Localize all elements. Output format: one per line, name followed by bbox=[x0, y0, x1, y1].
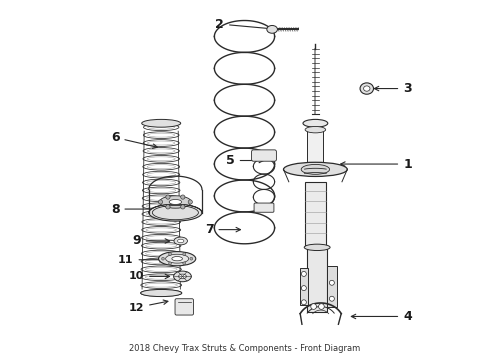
Ellipse shape bbox=[178, 274, 186, 279]
Bar bbox=[307, 130, 323, 169]
Circle shape bbox=[158, 200, 163, 204]
Ellipse shape bbox=[141, 289, 182, 297]
Ellipse shape bbox=[359, 83, 373, 94]
Ellipse shape bbox=[173, 271, 191, 282]
Ellipse shape bbox=[165, 254, 188, 263]
Ellipse shape bbox=[177, 239, 183, 243]
Bar bbox=[305, 182, 325, 247]
Circle shape bbox=[318, 304, 324, 309]
Text: 2018 Chevy Trax Struts & Components - Front Diagram: 2018 Chevy Trax Struts & Components - Fr… bbox=[129, 344, 359, 353]
FancyBboxPatch shape bbox=[251, 150, 276, 161]
Circle shape bbox=[161, 257, 164, 260]
Circle shape bbox=[301, 271, 305, 276]
Bar bbox=[326, 266, 336, 306]
Circle shape bbox=[189, 257, 192, 260]
Circle shape bbox=[301, 285, 305, 291]
Circle shape bbox=[188, 200, 192, 204]
Text: 10: 10 bbox=[128, 271, 169, 282]
Text: 7: 7 bbox=[204, 223, 240, 236]
Bar bbox=[299, 267, 307, 305]
Ellipse shape bbox=[158, 252, 195, 266]
Circle shape bbox=[168, 253, 171, 256]
Text: 3: 3 bbox=[374, 82, 411, 95]
Bar bbox=[307, 247, 326, 312]
Ellipse shape bbox=[303, 120, 327, 127]
Circle shape bbox=[183, 262, 185, 265]
Circle shape bbox=[165, 205, 170, 209]
Ellipse shape bbox=[304, 244, 329, 251]
Text: 1: 1 bbox=[340, 158, 411, 171]
Ellipse shape bbox=[266, 26, 277, 33]
Ellipse shape bbox=[142, 120, 181, 127]
Circle shape bbox=[168, 262, 171, 265]
Ellipse shape bbox=[174, 237, 187, 245]
Ellipse shape bbox=[171, 257, 182, 261]
Circle shape bbox=[183, 253, 185, 256]
FancyBboxPatch shape bbox=[254, 203, 273, 212]
Ellipse shape bbox=[363, 86, 369, 91]
Ellipse shape bbox=[305, 126, 325, 133]
Text: 9: 9 bbox=[132, 234, 169, 247]
Circle shape bbox=[310, 304, 316, 309]
Circle shape bbox=[329, 280, 334, 285]
Circle shape bbox=[329, 296, 334, 301]
Ellipse shape bbox=[159, 196, 191, 208]
Ellipse shape bbox=[301, 165, 329, 174]
Text: 11: 11 bbox=[118, 255, 164, 265]
Circle shape bbox=[301, 300, 305, 305]
Ellipse shape bbox=[169, 199, 181, 204]
Circle shape bbox=[165, 195, 170, 199]
FancyBboxPatch shape bbox=[175, 299, 193, 315]
Circle shape bbox=[181, 205, 184, 209]
Text: 12: 12 bbox=[128, 300, 167, 312]
Text: 6: 6 bbox=[111, 131, 157, 148]
Text: 2: 2 bbox=[215, 18, 274, 31]
Ellipse shape bbox=[148, 204, 202, 221]
Ellipse shape bbox=[283, 162, 346, 176]
Circle shape bbox=[181, 195, 184, 199]
Text: 8: 8 bbox=[111, 203, 164, 216]
Text: 4: 4 bbox=[350, 310, 411, 323]
Text: 5: 5 bbox=[225, 154, 263, 167]
